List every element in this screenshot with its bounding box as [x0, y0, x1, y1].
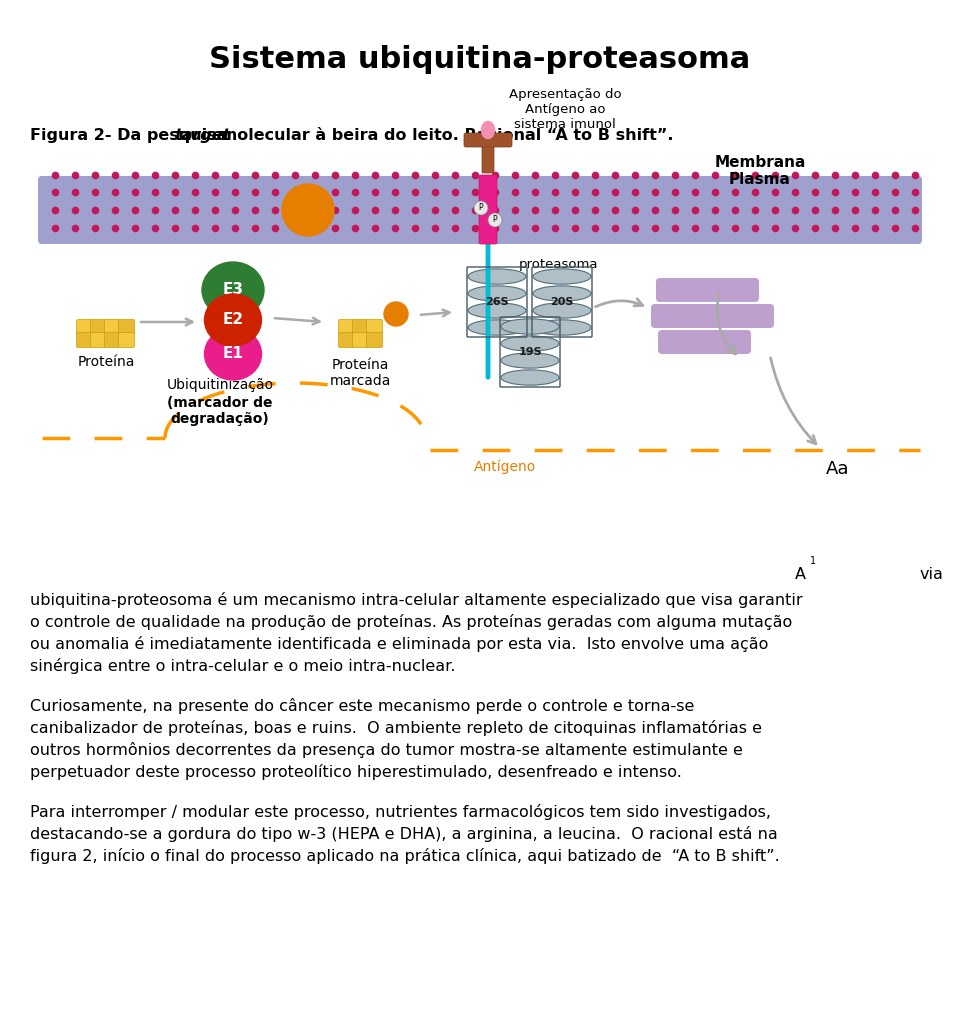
FancyBboxPatch shape [367, 319, 382, 334]
Ellipse shape [282, 184, 334, 236]
FancyBboxPatch shape [90, 332, 107, 347]
Text: Para interromper / modular este processo, nutrientes farmacológicos tem sido inv: Para interromper / modular este processo… [30, 804, 771, 820]
Text: ou anomalia é imediatamente identificada e eliminada por esta via.  Isto envolve: ou anomalia é imediatamente identificada… [30, 636, 768, 652]
FancyBboxPatch shape [367, 332, 382, 347]
Ellipse shape [488, 213, 502, 227]
FancyBboxPatch shape [479, 175, 497, 244]
Ellipse shape [501, 370, 559, 385]
FancyBboxPatch shape [352, 319, 369, 334]
FancyBboxPatch shape [464, 133, 512, 147]
Text: Apresentação do
Antígeno ao
sistema imunol: Apresentação do Antígeno ao sistema imun… [509, 88, 621, 131]
Text: outros hormônios decorrentes da presença do tumor mostra-se altamente estimulant: outros hormônios decorrentes da presença… [30, 742, 743, 758]
FancyBboxPatch shape [118, 332, 134, 347]
FancyBboxPatch shape [482, 141, 494, 173]
Ellipse shape [501, 319, 559, 334]
Text: target: target [174, 128, 230, 143]
Text: perpetuador deste processo proteolítico hiperestimulado, desenfreado e intenso.: perpetuador deste processo proteolítico … [30, 764, 682, 780]
Text: E3: E3 [223, 282, 244, 298]
Ellipse shape [468, 303, 526, 318]
Text: Aa: Aa [827, 460, 850, 478]
Text: Ubiquitinização: Ubiquitinização [166, 378, 274, 392]
Text: E1: E1 [223, 346, 244, 362]
Ellipse shape [204, 328, 261, 380]
Text: Proteína
marcada: Proteína marcada [329, 358, 391, 388]
FancyBboxPatch shape [658, 330, 751, 354]
Ellipse shape [384, 302, 408, 326]
Text: 20S: 20S [550, 297, 574, 307]
FancyBboxPatch shape [339, 332, 354, 347]
Text: Proteína: Proteína [78, 355, 134, 369]
Text: destacando-se a gordura do tipo w-3 (HEPA e DHA), a arginina, a leucina.  O raci: destacando-se a gordura do tipo w-3 (HEP… [30, 826, 778, 842]
Text: Antígeno: Antígeno [474, 460, 536, 474]
Ellipse shape [468, 269, 526, 284]
Ellipse shape [202, 262, 264, 318]
Ellipse shape [468, 320, 526, 335]
Text: via: via [920, 567, 944, 582]
Text: molecular à beira do leito. Racional “A to B shift”.: molecular à beira do leito. Racional “A … [215, 128, 673, 143]
Ellipse shape [533, 269, 591, 284]
Text: A: A [795, 567, 806, 582]
Text: sinérgica entre o intra-celular e o meio intra-nuclear.: sinérgica entre o intra-celular e o meio… [30, 658, 455, 674]
FancyBboxPatch shape [656, 278, 759, 302]
FancyBboxPatch shape [77, 332, 92, 347]
Ellipse shape [501, 353, 559, 368]
Text: o controle de qualidade na produção de proteínas. As proteínas geradas com algum: o controle de qualidade na produção de p… [30, 614, 792, 630]
FancyBboxPatch shape [77, 319, 92, 334]
Ellipse shape [204, 294, 261, 346]
Ellipse shape [482, 122, 494, 138]
FancyBboxPatch shape [90, 319, 107, 334]
FancyBboxPatch shape [651, 304, 774, 328]
Text: 26S: 26S [485, 297, 509, 307]
FancyBboxPatch shape [105, 332, 121, 347]
Text: 19S: 19S [518, 347, 541, 357]
Text: Membrana
Plasma: Membrana Plasma [714, 155, 805, 187]
Ellipse shape [468, 285, 526, 301]
Ellipse shape [474, 201, 488, 215]
Ellipse shape [533, 320, 591, 335]
Ellipse shape [501, 336, 559, 352]
FancyBboxPatch shape [352, 332, 369, 347]
Ellipse shape [533, 303, 591, 318]
Text: Curiosamente, na presente do câncer este mecanismo perde o controle e torna-se: Curiosamente, na presente do câncer este… [30, 698, 694, 714]
FancyBboxPatch shape [38, 176, 922, 244]
Text: figura 2, início o final do processo aplicado na prática clínica, aqui batizado : figura 2, início o final do processo apl… [30, 848, 780, 864]
FancyBboxPatch shape [118, 319, 134, 334]
Text: Figura 2- Da pesquisa: Figura 2- Da pesquisa [30, 128, 233, 143]
FancyBboxPatch shape [339, 319, 354, 334]
Text: ubiquitina-proteosoma é um mecanismo intra-celular altamente especializado que v: ubiquitina-proteosoma é um mecanismo int… [30, 592, 803, 608]
Text: proteasoma: proteasoma [518, 258, 598, 271]
Text: P: P [479, 203, 483, 212]
Text: 1: 1 [810, 556, 816, 566]
Text: P: P [492, 215, 497, 225]
Text: E2: E2 [223, 313, 244, 327]
FancyBboxPatch shape [105, 319, 121, 334]
Ellipse shape [533, 285, 591, 301]
Text: (marcador de
degradação): (marcador de degradação) [167, 396, 273, 426]
Text: Sistema ubiquitina-proteasoma: Sistema ubiquitina-proteasoma [209, 45, 751, 74]
Text: canibalizador de proteínas, boas e ruins.  O ambiente repleto de citoquinas infl: canibalizador de proteínas, boas e ruins… [30, 720, 762, 736]
